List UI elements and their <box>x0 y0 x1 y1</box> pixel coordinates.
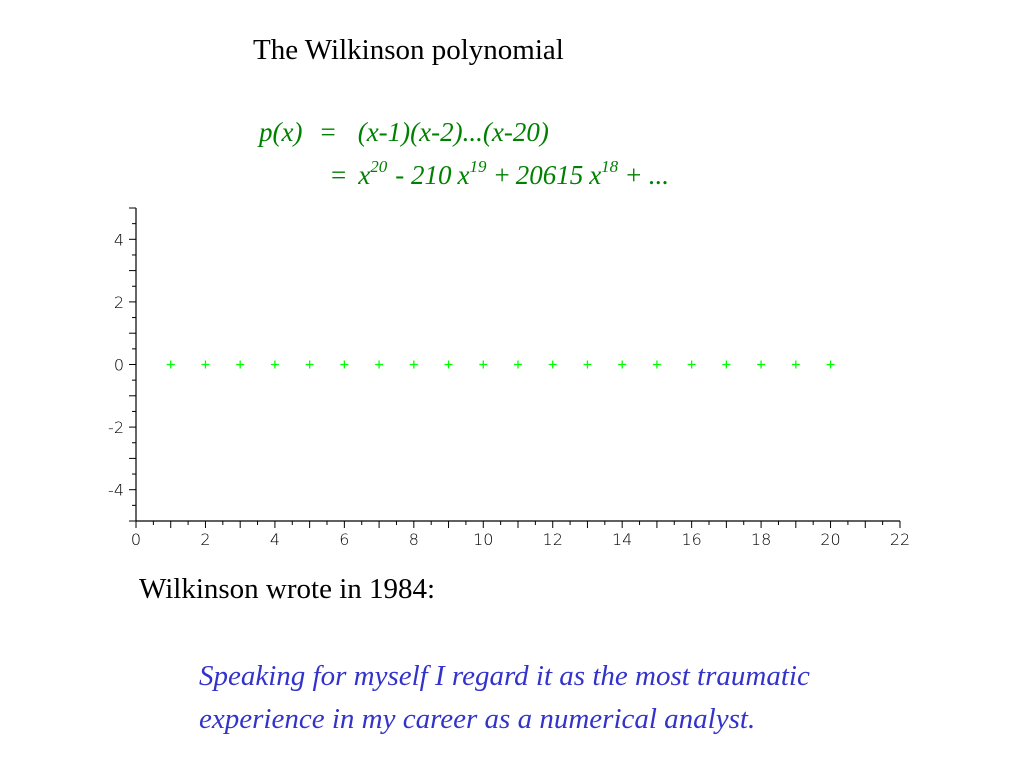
root-point <box>548 360 557 369</box>
formula-lhs: p(x) <box>259 117 303 147</box>
y-tick-label: 2 <box>114 293 124 312</box>
formula-term-3-base: x <box>589 160 602 190</box>
y-tick-label: 0 <box>114 356 124 375</box>
attribution-text: Wilkinson wrote in 1984: <box>139 573 436 605</box>
root-point <box>687 360 696 369</box>
root-point <box>444 360 453 369</box>
root-point <box>514 360 522 369</box>
y-tick-label: 4 <box>114 230 124 249</box>
formula-op-2: + <box>494 160 510 190</box>
root-point <box>826 360 835 369</box>
y-tick-label: -4 <box>108 481 124 500</box>
x-tick-label: 14 <box>612 530 632 549</box>
formula-product: (x-1)(x-2)...(x-20) <box>357 117 549 147</box>
x-tick-label: 4 <box>270 530 280 549</box>
formula-line-1: p(x) = (x-1)(x-2)...(x-20) <box>259 117 549 148</box>
root-point <box>757 360 766 369</box>
root-point <box>791 360 800 369</box>
root-point <box>618 360 627 369</box>
x-tick-label: 16 <box>681 530 701 549</box>
formula-op-1: - 210 <box>395 160 452 190</box>
x-tick-label: 12 <box>543 530 563 549</box>
root-point <box>583 360 592 369</box>
x-tick-label: 10 <box>473 530 493 549</box>
formula-term-3-exp: 18 <box>601 157 619 176</box>
root-point <box>479 360 488 369</box>
formula-equals-2: = <box>331 160 347 190</box>
x-tick-label: 0 <box>131 530 141 549</box>
root-point <box>166 360 175 369</box>
formula-term-1-base: x <box>358 160 371 190</box>
x-tick-label: 8 <box>409 530 419 549</box>
formula-term-2-base: x <box>457 160 470 190</box>
root-point <box>409 360 418 369</box>
formula-term-2-exp: 19 <box>469 157 487 176</box>
root-point <box>305 360 314 369</box>
formula-line-2: = x20- 210 x19 +20615 x18 + ... <box>331 157 669 191</box>
root-point <box>375 360 384 369</box>
root-point <box>652 360 661 369</box>
root-point <box>722 360 731 369</box>
root-point <box>236 360 245 369</box>
root-point <box>340 360 349 369</box>
quote-line-2: experience in my career as a numerical a… <box>199 703 756 735</box>
root-point <box>201 360 210 369</box>
root-point <box>270 360 279 369</box>
formula-tail: + ... <box>626 160 669 190</box>
y-tick-label: -2 <box>108 418 124 437</box>
quote-line-1: Speaking for myself I regard it as the m… <box>199 660 810 692</box>
formula-coef-3: 20615 <box>515 160 584 190</box>
x-tick-label: 2 <box>200 530 210 549</box>
formula-equals-1: = <box>320 117 336 147</box>
formula-term-1-exp: 20 <box>370 157 388 176</box>
x-tick-label: 18 <box>751 530 771 549</box>
x-tick-label: 6 <box>339 530 349 549</box>
quote-block: Speaking for myself I regard it as the m… <box>199 655 810 741</box>
x-tick-label: 22 <box>890 530 910 549</box>
x-tick-label: 20 <box>820 530 840 549</box>
slide-title: The Wilkinson polynomial <box>253 34 564 66</box>
